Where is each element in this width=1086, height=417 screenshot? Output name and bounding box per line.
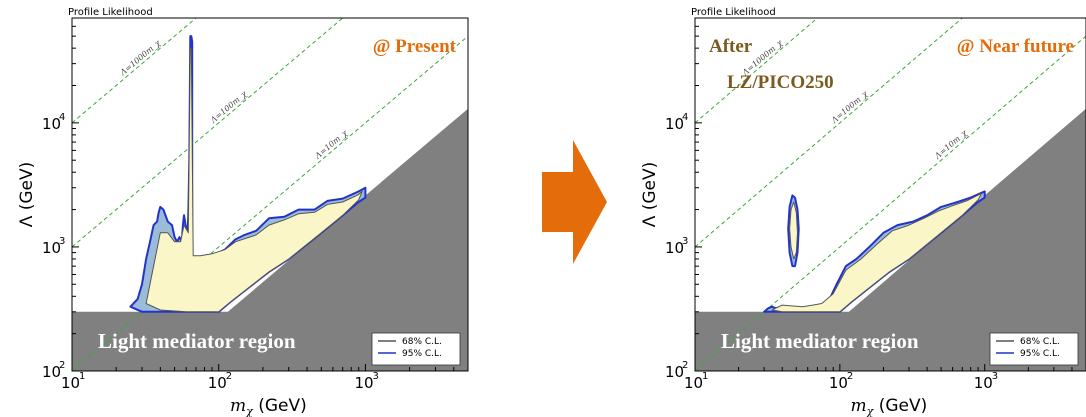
guide-line-1 [695, 18, 819, 124]
x-tick-label: 10 [354, 374, 373, 392]
guide-line-2 [72, 18, 344, 248]
guide-line-2 [695, 18, 964, 248]
note-line-2: LZ/PICO250 [727, 72, 834, 93]
guide-line-3 [695, 35, 1086, 371]
legend-entry-1: 68% C.L. [402, 337, 442, 347]
note-line-1: After [709, 36, 753, 57]
x-axis-unit: (GeV) [873, 396, 927, 416]
y-tick-label: 10 [665, 239, 684, 257]
x-tick-label: 10 [974, 374, 993, 392]
legend-entry-1: 68% C.L. [1020, 337, 1060, 347]
plot-frame [694, 17, 1086, 372]
y-tick-label: 10 [42, 363, 61, 381]
y-tick-exponent: 4 [59, 112, 65, 123]
y-tick-label: 10 [665, 363, 684, 381]
x-axis-subscript: χ [866, 405, 875, 417]
y-tick-label: 10 [42, 115, 61, 133]
x-tick-exponent: 3 [992, 371, 998, 382]
y-tick-label: 10 [42, 239, 61, 257]
light-mediator-label: Light mediator region [721, 329, 919, 353]
stage-label: @ Present [373, 36, 457, 57]
x-tick-exponent: 2 [847, 371, 853, 382]
x-tick-label: 10 [208, 374, 227, 392]
arrow-shape [542, 140, 607, 264]
stage-label: @ Near future [957, 36, 1074, 57]
x-axis-symbol: m [851, 396, 867, 416]
x-tick-exponent: 1 [702, 371, 708, 382]
contour-68-cl [789, 201, 798, 260]
legend-entry-2: 95% C.L. [402, 349, 442, 359]
plot-area: Λ=1000m_χΛ=100m_χΛ=10m_χ [695, 18, 1086, 371]
y-axis-label: Λ (GeV) [17, 162, 37, 228]
light-mediator-region [72, 108, 468, 371]
x-axis-symbol: m [230, 396, 246, 416]
x-tick-label: 10 [61, 374, 80, 392]
light-mediator-region [695, 108, 1086, 371]
contour-68-cl [771, 192, 982, 313]
x-axis-unit: (GeV) [253, 396, 307, 416]
y-tick-exponent: 4 [682, 112, 688, 123]
y-tick-exponent: 2 [59, 360, 65, 371]
legend-box [989, 332, 1079, 366]
y-axis-label: Λ (GeV) [640, 162, 660, 228]
x-axis-subscript: χ [245, 405, 254, 417]
legend: 68% C.L. 95% C.L. [371, 332, 461, 366]
guide-line-1 [72, 18, 197, 124]
legend-box [371, 332, 461, 366]
plot-title: Profile Likelihood [68, 7, 153, 18]
plot-area: Λ=1000m_χΛ=100m_χΛ=10m_χ [72, 18, 468, 371]
x-tick-exponent: 3 [372, 371, 378, 382]
y-tick-label: 10 [665, 115, 684, 133]
right-arrow-icon [542, 140, 607, 264]
light-mediator-label: Light mediator region [98, 329, 296, 353]
y-tick-exponent: 2 [682, 360, 688, 371]
plot-frame [71, 17, 469, 372]
x-tick-exponent: 2 [226, 371, 232, 382]
x-tick-label: 10 [829, 374, 848, 392]
legend-entry-2: 95% C.L. [1020, 349, 1060, 359]
x-axis-label: mχ (GeV) [230, 396, 307, 417]
x-tick-exponent: 1 [79, 371, 85, 382]
legend: 68% C.L. 95% C.L. [989, 332, 1079, 366]
plot-title: Profile Likelihood [691, 7, 776, 18]
contour-68-cl [145, 47, 363, 313]
x-axis-label: mχ (GeV) [851, 396, 928, 417]
y-tick-exponent: 3 [682, 236, 688, 247]
y-tick-exponent: 3 [59, 236, 65, 247]
x-tick-label: 10 [684, 374, 703, 392]
guide-line-3 [72, 35, 468, 371]
